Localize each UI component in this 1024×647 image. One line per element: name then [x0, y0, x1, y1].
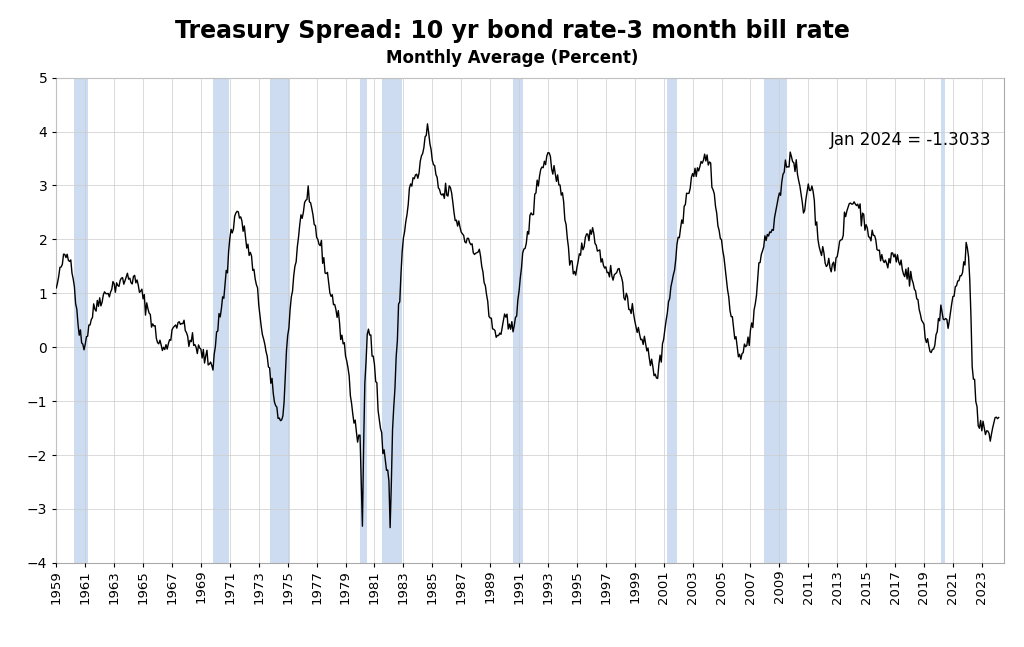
Text: Monthly Average (Percent): Monthly Average (Percent) — [386, 49, 638, 67]
Bar — [75, 78, 88, 563]
Bar — [213, 78, 228, 563]
Text: Treasury Spread: 10 yr bond rate-3 month bill rate: Treasury Spread: 10 yr bond rate-3 month… — [174, 19, 850, 43]
Bar — [269, 78, 290, 563]
Bar — [764, 78, 786, 563]
Text: Jan 2024 = -1.3033: Jan 2024 = -1.3033 — [830, 131, 991, 149]
Bar — [668, 78, 677, 563]
Bar — [941, 78, 944, 563]
Bar — [513, 78, 522, 563]
Bar — [382, 78, 402, 563]
Bar — [360, 78, 368, 563]
